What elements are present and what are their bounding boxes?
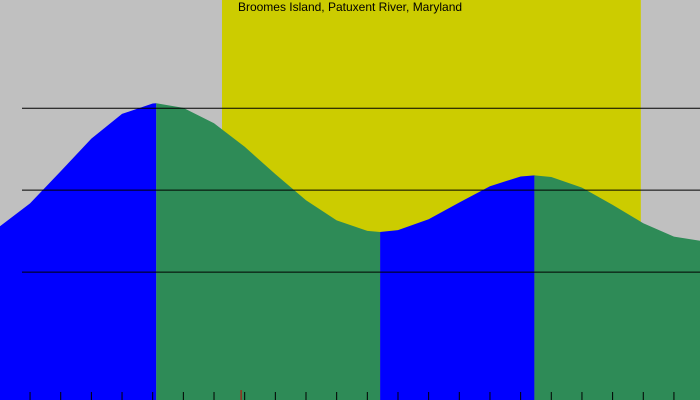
tide-area	[156, 103, 381, 400]
tide-area	[534, 175, 700, 400]
tide-area	[380, 175, 535, 400]
tide-area	[0, 103, 157, 400]
chart-title: Broomes Island, Patuxent River, Maryland	[238, 0, 462, 14]
